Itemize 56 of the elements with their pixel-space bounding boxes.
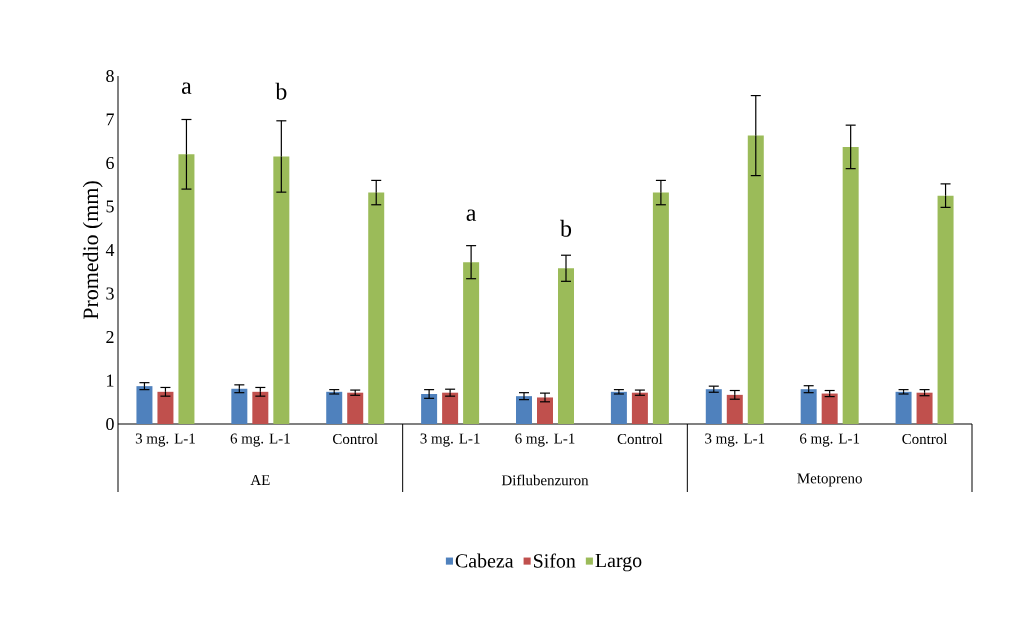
bar	[631, 392, 648, 424]
x-tick-label: 3 mg. L-1	[135, 433, 195, 447]
bar	[231, 388, 248, 424]
legend-label: Sifon	[533, 553, 576, 568]
bar	[558, 268, 574, 424]
bar	[821, 393, 838, 424]
y-tick-label: 6	[106, 156, 114, 170]
y-tick-label: 8	[106, 69, 114, 83]
annotation: a	[466, 209, 477, 221]
bar	[442, 392, 459, 424]
legend-label: Largo	[595, 553, 642, 572]
bar	[610, 391, 627, 424]
bar	[326, 391, 343, 424]
y-tick-label: 4	[105, 244, 115, 256]
bar	[136, 386, 153, 424]
x-tick-label: 3 mg. L-1	[420, 433, 480, 447]
bar	[421, 393, 438, 424]
bar	[800, 389, 817, 424]
bar	[516, 396, 532, 424]
x-tick-label: 6 mg. L-1	[800, 433, 860, 447]
bar	[252, 391, 269, 424]
text: Diflubenzuron	[501, 474, 589, 486]
bar	[842, 146, 859, 424]
x-tick-label: 6 mg. L-1	[515, 433, 575, 447]
bar	[705, 389, 722, 424]
bar	[537, 397, 553, 424]
text: Metopreno	[797, 473, 862, 487]
bar	[178, 154, 195, 424]
bar	[652, 192, 669, 424]
x-tick-label: 6 mg. L-1	[230, 433, 290, 447]
x-tick-label: Control	[333, 433, 378, 445]
y-tick-label: 5	[106, 200, 114, 213]
y-tick-label: 1	[107, 374, 114, 387]
text: AE	[250, 475, 270, 485]
annotation: b	[560, 219, 572, 237]
y-tick-label: 3	[106, 287, 114, 300]
bar	[895, 391, 912, 424]
legend-label: Cabeza	[455, 553, 514, 568]
x-tick-label: Control	[617, 433, 663, 445]
bar	[726, 394, 743, 424]
x-tick-label: 3 mg. L-1	[705, 433, 765, 447]
bar	[916, 392, 933, 424]
annotation: a	[181, 82, 192, 94]
y-tick-label: 0	[106, 417, 114, 431]
bar	[747, 135, 764, 424]
bar	[937, 195, 954, 424]
y-axis-title: Promedio (mm)	[82, 181, 103, 320]
bar	[347, 392, 364, 424]
bar	[463, 262, 480, 424]
x-tick-label: Control	[902, 433, 948, 445]
bar	[273, 156, 290, 424]
y-tick-label: 7	[106, 113, 114, 126]
annotation: b	[275, 82, 287, 100]
y-tick-label: 2	[106, 331, 114, 343]
bar	[368, 192, 385, 424]
bar	[157, 391, 174, 424]
